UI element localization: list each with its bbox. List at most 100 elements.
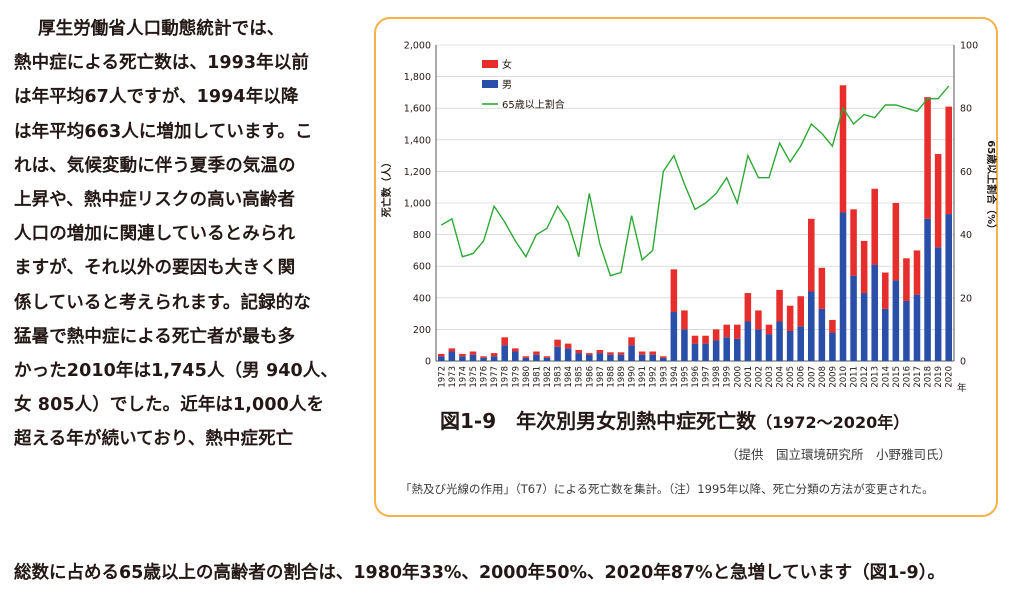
x-tick-label: 1972: [437, 366, 447, 388]
figure-title-main: 図1-9 年次別男女別熱中症死亡数: [440, 409, 757, 433]
x-tick-label: 2012: [860, 366, 870, 388]
bar-male: [649, 354, 656, 361]
y2-tick-label: 100: [960, 41, 978, 52]
bar-male: [607, 354, 614, 361]
x-tick-label: 1981: [532, 366, 542, 388]
bar-female: [670, 269, 678, 313]
x-axis-unit: 年: [957, 382, 967, 394]
x-tick-label: 2006: [797, 366, 807, 388]
bar-female: [628, 337, 635, 346]
x-tick-label: 1982: [543, 366, 553, 388]
bar-male: [564, 348, 572, 361]
bar-male: [681, 329, 688, 361]
bar-male: [638, 354, 646, 361]
x-tick-label: 2000: [733, 366, 743, 388]
body-text-line: かった2010年は1,745人（男 940人、: [14, 360, 338, 381]
bar-male: [490, 356, 498, 361]
y-tick-label: 1,800: [404, 72, 431, 83]
bar-female: [438, 353, 445, 357]
x-tick-label: 1985: [575, 366, 585, 388]
bar-male: [438, 356, 445, 361]
y2-tick-label: 80: [960, 104, 972, 115]
bar-female: [924, 97, 931, 219]
bar-female: [596, 349, 604, 354]
bar-female: [501, 337, 508, 346]
body-text: 厚生労働省人口動態統計では、 熱中症による死亡数は、1993年以前 は年平均67人で…: [14, 12, 364, 456]
body-text-line: ますが、それ以外の要因も大きく関: [14, 258, 296, 279]
y2-tick-label: 60: [960, 167, 972, 178]
bar-female: [808, 218, 815, 292]
bar-male: [596, 353, 604, 361]
y2-tick-label: 40: [960, 230, 972, 241]
bar-female: [850, 209, 857, 276]
legend-swatch: [482, 60, 498, 68]
x-tick-label: 2002: [754, 366, 764, 388]
bar-male: [829, 332, 836, 361]
bar-female: [617, 352, 625, 355]
bar-female: [691, 335, 699, 344]
bar-female: [786, 305, 794, 331]
x-tick-label: 2007: [807, 366, 817, 388]
x-tick-label: 2017: [913, 366, 923, 388]
x-tick-label: 2010: [839, 366, 849, 388]
bar-female: [459, 353, 466, 357]
legend-label: 65歳以上割合: [502, 98, 565, 111]
bar-female: [512, 348, 519, 352]
bar-male: [691, 343, 699, 361]
bar-male: [850, 275, 857, 361]
bar-male: [860, 293, 868, 361]
bar-male: [712, 340, 720, 361]
x-tick-label: 2016: [902, 366, 912, 388]
x-tick-label: 1999: [723, 366, 733, 388]
x-tick-label: 1973: [448, 366, 458, 388]
bar-female: [564, 343, 572, 349]
bar-female: [903, 258, 910, 301]
bar-female: [797, 296, 804, 327]
figure-note: 「熱及び光線の作用」（T67）による死亡数を集計。（注）1995年以降、死亡分類…: [400, 482, 934, 496]
y-tick-label: 800: [413, 230, 431, 241]
bar-female: [638, 351, 646, 355]
bar-male: [512, 351, 519, 361]
body-text-line: 上昇や、熱中症リスクの高い高齢者: [14, 189, 296, 210]
bar-male: [459, 356, 466, 361]
x-tick-label: 2003: [765, 366, 775, 388]
bar-male: [702, 343, 709, 361]
bar-female: [681, 310, 688, 330]
bar-female: [586, 353, 593, 355]
bar-male: [533, 354, 540, 361]
x-tick-label: 1993: [659, 366, 669, 388]
chart: 02004006008001,0001,2001,4001,6001,8002,…: [380, 41, 998, 395]
x-tick-label: 1978: [501, 366, 511, 388]
bar-male: [818, 308, 826, 361]
bar-female: [448, 348, 456, 352]
body-text-line: 厚生労働省人口動態統計では、: [38, 19, 285, 39]
y2-tick-label: 0: [960, 357, 966, 368]
series-line-65plus: [440, 85, 950, 277]
bar-female: [829, 319, 836, 333]
bar-male: [882, 308, 889, 361]
bar-female: [607, 352, 614, 355]
x-tick-label: 1995: [680, 366, 690, 388]
figure-title: 図1-9 年次別男女別熱中症死亡数（1972〜2020年）: [440, 405, 909, 434]
bar-male: [617, 354, 625, 361]
x-tick-label: 2011: [850, 366, 860, 388]
bar-female: [860, 240, 868, 294]
bar-male: [765, 334, 773, 361]
bar-male: [744, 321, 752, 361]
y-axis-label: 死亡数（人）: [380, 157, 393, 217]
bar-male: [913, 294, 921, 361]
y-tick-label: 1,400: [404, 135, 431, 146]
bar-female: [765, 324, 773, 335]
bar-male: [501, 345, 508, 361]
bar-female: [660, 356, 667, 358]
x-tick-label: 2019: [934, 366, 944, 388]
x-tick-label: 2004: [776, 366, 786, 388]
x-tick-label: 1997: [702, 366, 712, 388]
legend-label: 男: [502, 79, 512, 91]
bar-female: [734, 324, 741, 339]
x-tick-label: 2020: [945, 366, 955, 388]
bar-female: [575, 349, 582, 354]
x-tick-label: 2009: [828, 366, 838, 388]
figure-title-range: （1972〜2020年）: [756, 413, 910, 432]
x-tick-label: 2013: [871, 366, 881, 388]
